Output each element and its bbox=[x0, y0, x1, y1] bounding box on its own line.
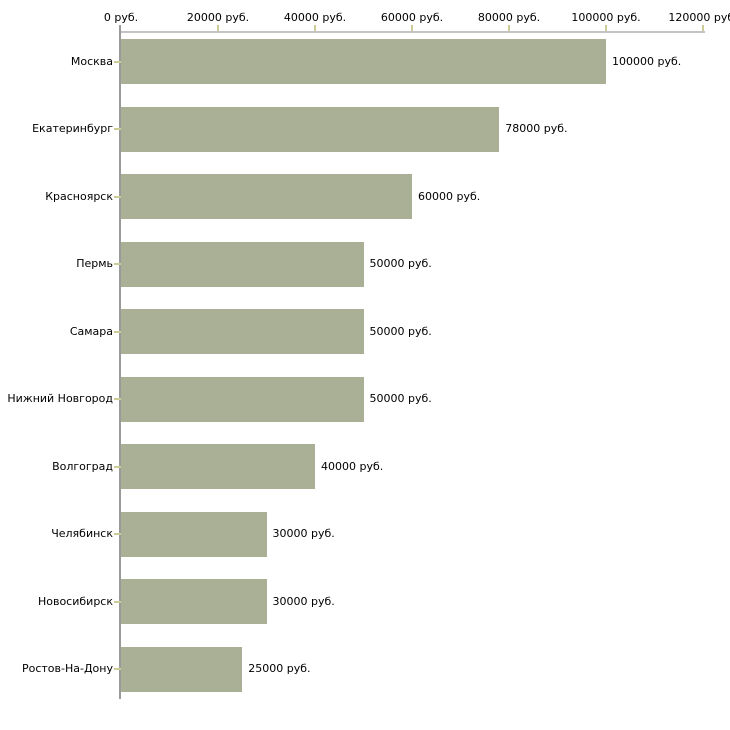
category-tick bbox=[114, 398, 121, 400]
value-label: 78000 руб. bbox=[505, 122, 568, 135]
category-tick bbox=[114, 533, 121, 535]
x-axis-tick-label: 20000 руб. bbox=[186, 11, 250, 24]
x-axis-tick-label: 120000 руб. bbox=[668, 11, 730, 24]
x-axis-tick bbox=[314, 25, 316, 32]
bar bbox=[121, 39, 606, 84]
bar bbox=[121, 309, 364, 354]
x-axis-tick-label: 100000 руб. bbox=[571, 11, 641, 24]
category-tick bbox=[114, 465, 121, 468]
category-label: Челябинск bbox=[51, 527, 113, 540]
x-axis-tick bbox=[508, 25, 510, 32]
value-label: 40000 руб. bbox=[321, 459, 384, 473]
category-tick bbox=[114, 263, 121, 265]
category-tick bbox=[114, 128, 121, 130]
category-tick bbox=[114, 330, 121, 333]
bar bbox=[121, 579, 267, 624]
bar bbox=[121, 376, 364, 422]
value-label: 30000 руб. bbox=[272, 527, 335, 540]
bar bbox=[121, 106, 500, 152]
x-axis-tick-label: 60000 руб. bbox=[380, 11, 444, 24]
category-label: Москва bbox=[70, 54, 113, 68]
x-axis-tick bbox=[411, 25, 413, 32]
category-label: Пермь bbox=[76, 257, 113, 270]
bar bbox=[121, 174, 412, 219]
value-label: 100000 руб. bbox=[612, 54, 682, 68]
value-label: 30000 руб. bbox=[272, 594, 335, 608]
bar bbox=[121, 511, 267, 557]
value-label: 50000 руб. bbox=[369, 324, 432, 338]
x-axis-line bbox=[121, 31, 705, 33]
value-label: 25000 руб. bbox=[248, 662, 311, 675]
category-tick bbox=[114, 600, 121, 603]
category-label: Екатеринбург bbox=[32, 122, 113, 135]
category-label: Волгоград bbox=[52, 459, 113, 473]
x-axis-tick bbox=[605, 25, 607, 32]
category-label: Ростов-На-Дону bbox=[21, 662, 113, 675]
category-label: Новосибирск bbox=[37, 594, 113, 608]
bar bbox=[121, 444, 315, 489]
value-label: 50000 руб. bbox=[369, 392, 432, 405]
bar bbox=[121, 241, 364, 287]
x-axis-tick-label: 80000 руб. bbox=[477, 11, 541, 24]
category-label: Самара bbox=[69, 324, 113, 338]
x-axis-tick bbox=[217, 25, 219, 32]
category-label: Красноярск bbox=[45, 189, 113, 203]
x-axis-tick bbox=[702, 25, 704, 32]
category-tick bbox=[114, 195, 121, 198]
value-label: 50000 руб. bbox=[369, 257, 432, 270]
x-axis-tick-label: 40000 руб. bbox=[283, 11, 347, 24]
category-tick bbox=[114, 60, 121, 63]
value-label: 60000 руб. bbox=[418, 189, 481, 203]
category-label: Нижний Новгород bbox=[7, 392, 113, 405]
x-axis-tick-label: 0 руб. bbox=[103, 11, 139, 24]
category-tick bbox=[114, 668, 121, 670]
y-axis-line bbox=[119, 25, 121, 699]
bar bbox=[121, 646, 243, 692]
